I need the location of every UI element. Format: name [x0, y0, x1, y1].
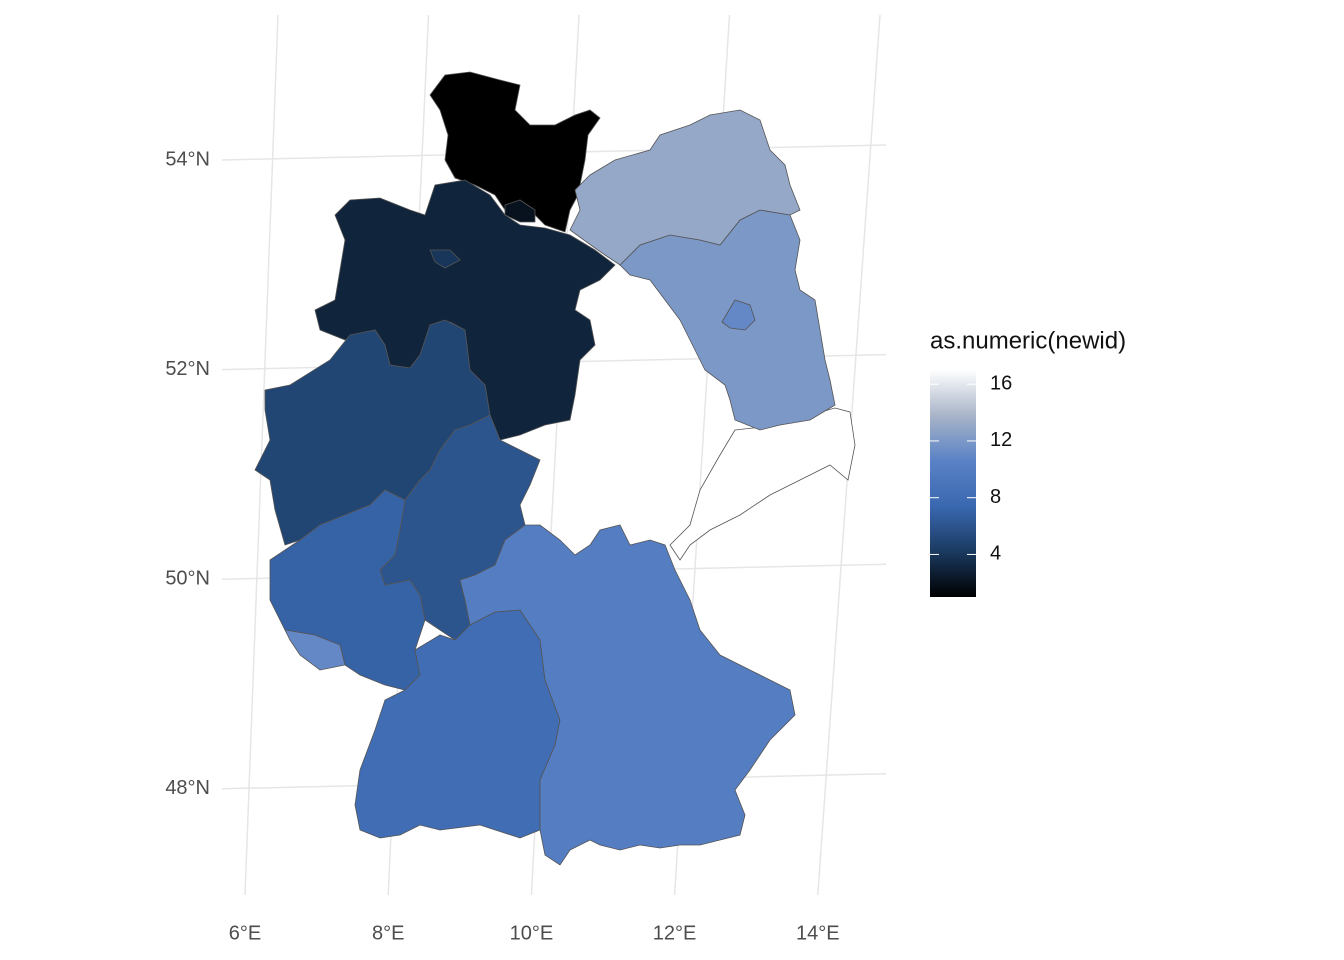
- regions: [254, 71, 856, 866]
- x-tick-label: 8°E: [372, 922, 404, 944]
- legend-title: as.numeric(newid): [930, 327, 1126, 354]
- region: [721, 299, 756, 331]
- x-tick-label: 12°E: [653, 922, 697, 944]
- region: [669, 407, 856, 561]
- region: [284, 629, 346, 671]
- x-tick-label: 6°E: [229, 922, 261, 944]
- colorbar-label: 8: [990, 486, 1001, 508]
- y-tick-label: 50°N: [165, 567, 210, 589]
- colorbar-label: 16: [990, 372, 1012, 394]
- region: [429, 249, 461, 269]
- y-tick-label: 48°N: [165, 777, 210, 799]
- x-tick-label: 14°E: [796, 922, 840, 944]
- region: [569, 109, 801, 266]
- colorbar-label: 4: [990, 543, 1001, 565]
- y-tick-label: 54°N: [165, 148, 210, 170]
- legend: as.numeric(newid) 4 8 12 16: [930, 327, 1126, 597]
- region: [459, 524, 796, 866]
- x-tick-label: 10°E: [510, 922, 554, 944]
- colorbar-label: 12: [990, 429, 1012, 451]
- y-tick-label: 52°N: [165, 358, 210, 380]
- region: [429, 71, 601, 233]
- meridian: [244, 14, 279, 896]
- colorbar: [930, 370, 976, 597]
